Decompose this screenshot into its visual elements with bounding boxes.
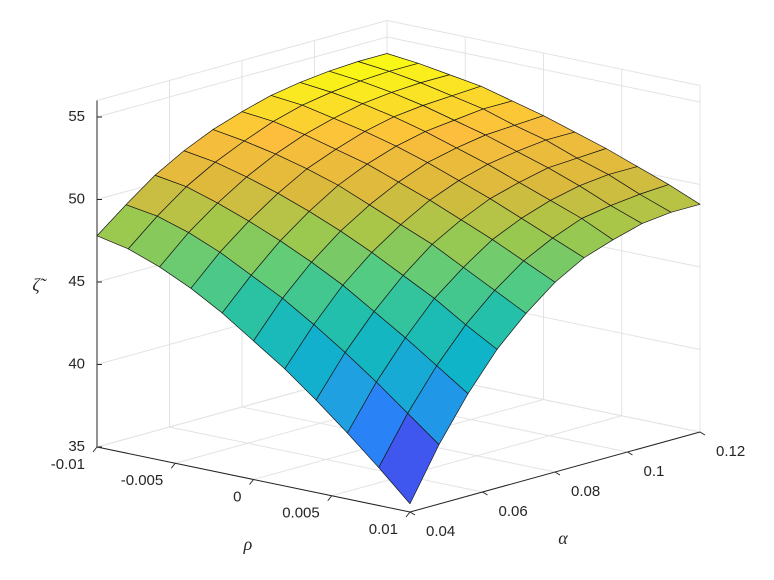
y-tick: [409, 511, 416, 516]
y-tick-label: 0.08: [571, 483, 600, 500]
y-tick: [627, 451, 633, 456]
z-tick-label: 40: [68, 355, 85, 372]
x-tick-label: 0.01: [369, 521, 398, 538]
z-axis-title: ζ̃: [32, 275, 47, 295]
z-tick-label: 50: [68, 190, 85, 207]
y-tick-label: 0.06: [499, 503, 528, 520]
x-tick-label: 0: [233, 488, 241, 505]
x-tick: [170, 462, 176, 469]
x-tick-label: 0.005: [282, 505, 320, 522]
grid-line: [386, 36, 701, 103]
labels: -0.01 -0.005 0 0.005 0.01 0.04 0.06 0.08 0.1 0.12…: [51, 108, 745, 540]
grid-line: [96, 36, 388, 118]
x-tick: [249, 479, 254, 485]
y-axis-title: α: [558, 528, 568, 548]
y-tick-label: 0.1: [644, 463, 665, 480]
z-tick-label: 45: [68, 273, 85, 290]
z-tick-label: 55: [68, 108, 85, 125]
box-edge: [386, 20, 701, 86]
y-tick: [482, 491, 488, 496]
x-tick-label: -0.01: [51, 456, 85, 473]
y-tick-label: 0.12: [716, 443, 745, 460]
y-tick-label: 0.04: [426, 523, 455, 540]
box-edge: [96, 20, 388, 101]
grid-line: [169, 426, 483, 493]
y-tick: [554, 471, 561, 476]
x-tick: [405, 511, 411, 518]
surface-patch: [378, 413, 440, 505]
x-axis-title: ρ: [243, 534, 253, 554]
x-tick: [92, 446, 98, 453]
y-tick: [699, 431, 706, 436]
surface: [96, 53, 701, 505]
z-tick-label: 35: [68, 438, 85, 455]
x-tick-label: -0.005: [121, 472, 164, 489]
x-tick: [327, 495, 333, 502]
